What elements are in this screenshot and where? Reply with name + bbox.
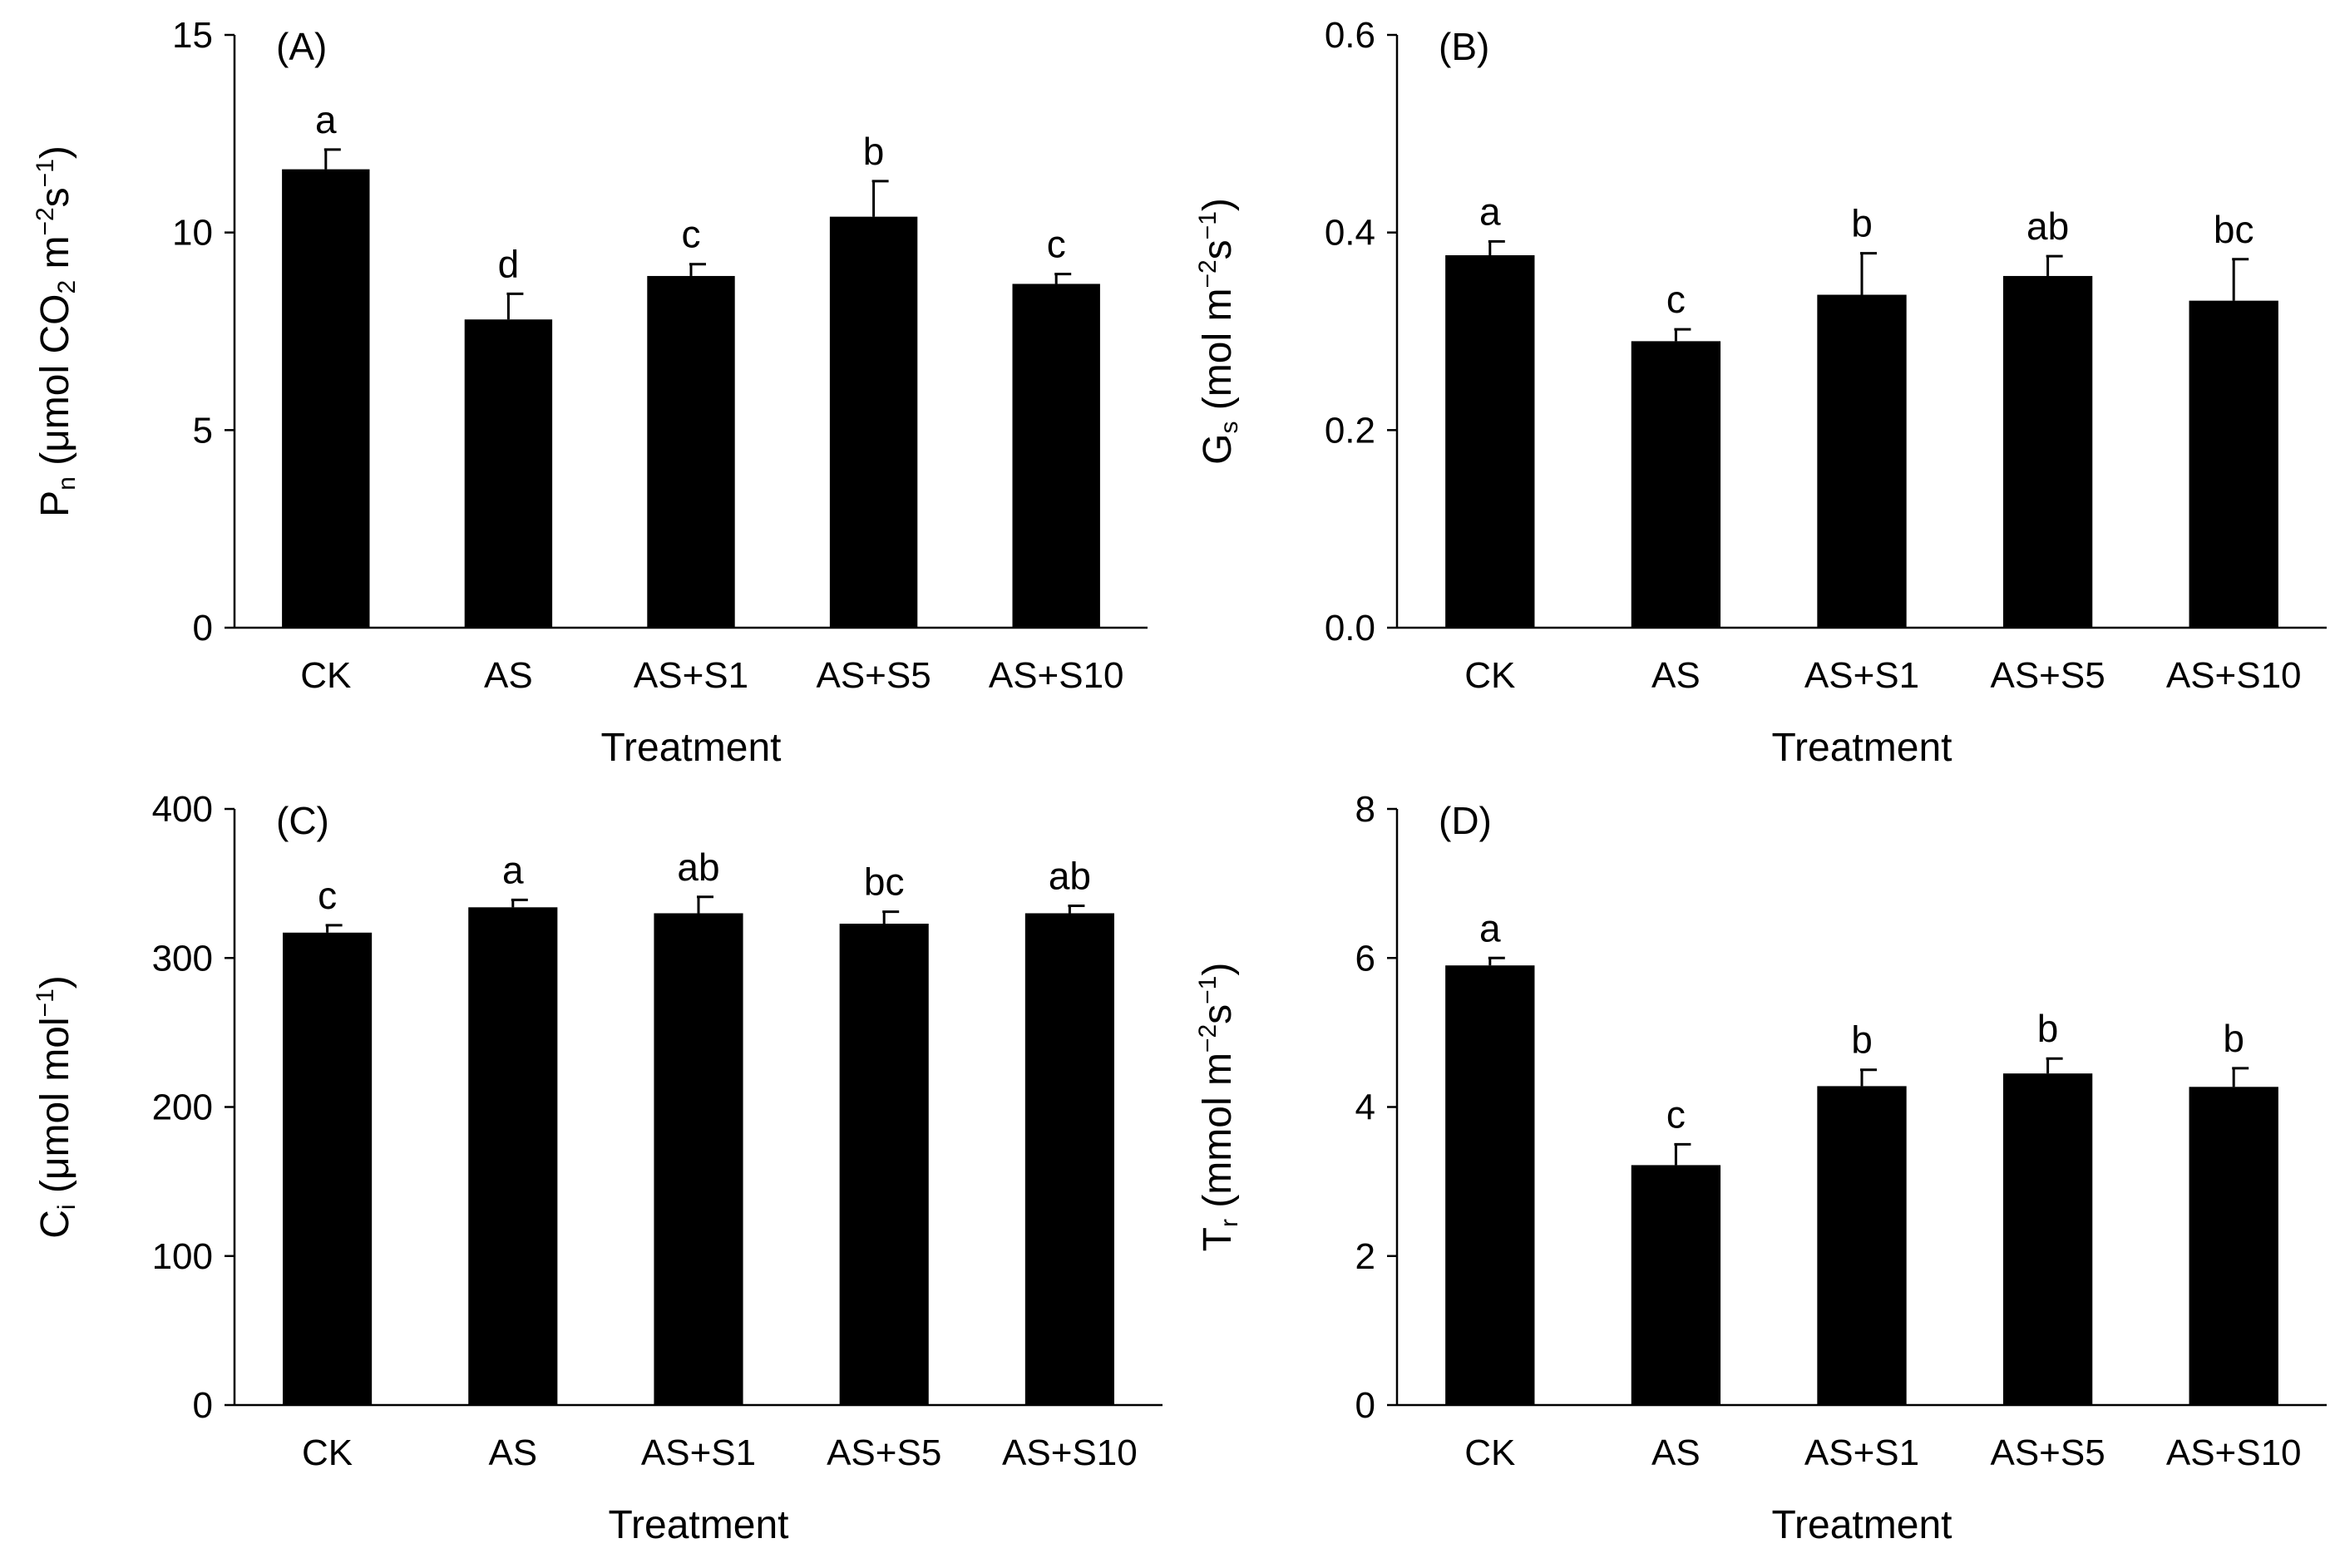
bar — [829, 216, 918, 628]
y-tick-label: 0.6 — [1325, 15, 1375, 56]
panel-label: (C) — [276, 799, 329, 842]
x-tick-label: AS+S1 — [1804, 655, 1919, 696]
significance-label: a — [1479, 906, 1501, 949]
x-axis-title: Treatment — [1772, 1503, 1952, 1547]
x-tick-label: AS+S1 — [1804, 1432, 1919, 1473]
bar — [647, 275, 735, 628]
bar — [282, 169, 370, 628]
chart-panel-b: 0.0 0.2 0.4 0.6 a CK c AS b AS+S1 ab AS+S5 bc AS+S10 T… — [1194, 15, 2327, 770]
y-axis-title: Tr (mmol m−2s−1) — [1194, 963, 1243, 1252]
bar — [2002, 1073, 2093, 1405]
chart-panel-a: 0 5 10 15 a CK d AS c AS+S1 b AS+S5 c AS+S10 Treatment… — [32, 15, 1148, 770]
bar — [2189, 1087, 2278, 1405]
y-tick-label: 5 — [193, 410, 213, 451]
y-axis-title: Gs (mol m−2s−1) — [1194, 198, 1243, 465]
x-axis-title: Treatment — [1772, 726, 1952, 770]
significance-label: ab — [1049, 855, 1091, 898]
x-axis-title: Treatment — [601, 726, 782, 770]
y-axis-title: Ci (μmol mol−1) — [32, 975, 81, 1239]
x-tick-label: AS+S1 — [641, 1432, 756, 1473]
significance-label: bc — [864, 860, 905, 904]
bar — [2002, 275, 2093, 628]
x-tick-label: AS — [1651, 1432, 1701, 1473]
x-tick-label: AS+S10 — [989, 655, 1124, 696]
bar — [1631, 341, 1721, 628]
bar — [839, 924, 929, 1405]
x-tick-label: AS+S5 — [827, 1432, 941, 1473]
y-tick-label: 300 — [152, 938, 213, 979]
significance-label: c — [682, 213, 701, 256]
significance-label: c — [1047, 223, 1066, 266]
y-tick-label: 0 — [193, 608, 213, 648]
significance-label: a — [502, 848, 524, 891]
x-tick-label: CK — [300, 655, 351, 696]
bar — [468, 907, 558, 1405]
y-tick-label: 0.2 — [1325, 410, 1375, 451]
chart-panel-c: 0 100 200 300 400 c CK a AS ab AS+S1 bc AS+S5 ab AS+S1… — [32, 789, 1163, 1547]
bar — [1445, 254, 1535, 628]
y-tick-label: 200 — [152, 1087, 213, 1128]
significance-label: bc — [2214, 208, 2254, 251]
significance-label: c — [318, 874, 337, 917]
panel-label: (A) — [276, 25, 327, 68]
bar — [1012, 284, 1100, 628]
x-tick-label: AS+S1 — [634, 655, 748, 696]
bar — [1817, 1086, 1907, 1405]
x-tick-label: CK — [1464, 655, 1515, 696]
significance-label: ab — [677, 846, 719, 889]
significance-label: b — [1851, 1018, 1873, 1062]
x-tick-label: AS+S5 — [816, 655, 931, 696]
x-tick-label: AS — [488, 1432, 537, 1473]
significance-label: a — [1479, 190, 1501, 233]
y-tick-label: 0 — [193, 1385, 213, 1426]
bar — [654, 913, 743, 1405]
y-axis-title: Pn (μmol CO2 m−2s−1) — [32, 145, 81, 517]
x-axis-title: Treatment — [609, 1503, 789, 1547]
x-tick-label: CK — [302, 1432, 353, 1473]
bar — [2189, 300, 2278, 628]
significance-label: b — [863, 130, 885, 173]
bar — [283, 932, 373, 1405]
significance-label: c — [1666, 1092, 1686, 1136]
significance-label: b — [2223, 1017, 2244, 1060]
y-tick-label: 0.4 — [1325, 213, 1375, 254]
x-tick-label: AS — [1651, 655, 1701, 696]
significance-label: d — [498, 242, 520, 285]
significance-label: b — [1851, 202, 1873, 245]
x-tick-label: AS+S5 — [1990, 1432, 2105, 1473]
bar — [464, 319, 553, 628]
chart-panel-d: 0 2 4 6 8 a CK c AS b AS+S1 b AS+S5 b AS+S10 Treatment (… — [1194, 789, 2327, 1547]
significance-label: c — [1666, 278, 1686, 321]
y-tick-label: 100 — [152, 1236, 213, 1277]
x-tick-label: AS+S5 — [1990, 655, 2105, 696]
panel-label: (D) — [1439, 799, 1492, 842]
x-tick-label: AS+S10 — [1002, 1432, 1138, 1473]
x-tick-label: AS+S10 — [2166, 1432, 2302, 1473]
x-tick-label: CK — [1464, 1432, 1515, 1473]
y-tick-label: 2 — [1355, 1236, 1375, 1277]
y-tick-label: 4 — [1355, 1087, 1375, 1128]
significance-label: a — [315, 98, 337, 141]
y-tick-label: 0 — [1355, 1385, 1375, 1426]
y-tick-label: 6 — [1355, 938, 1375, 979]
y-tick-label: 400 — [152, 789, 213, 830]
y-tick-label: 0.0 — [1325, 608, 1375, 648]
bar — [1024, 913, 1114, 1405]
bar — [1631, 1165, 1721, 1405]
y-tick-label: 15 — [172, 15, 213, 56]
x-tick-label: AS — [484, 655, 533, 696]
y-tick-label: 8 — [1355, 789, 1375, 830]
significance-label: b — [2037, 1007, 2059, 1050]
bar — [1817, 294, 1907, 628]
panel-label: (B) — [1439, 25, 1489, 68]
bar — [1445, 965, 1535, 1405]
x-tick-label: AS+S10 — [2166, 655, 2302, 696]
y-tick-label: 10 — [172, 213, 213, 254]
significance-label: ab — [2026, 205, 2069, 248]
